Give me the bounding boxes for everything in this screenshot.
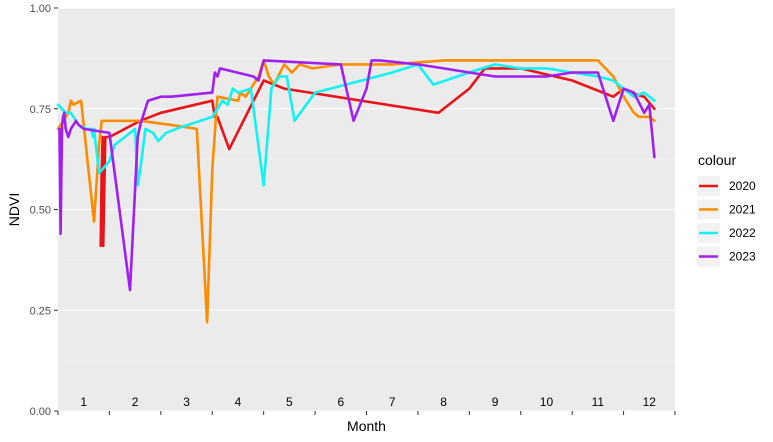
x-axis-title: Month	[347, 418, 386, 434]
series-line-2020	[99, 67, 656, 248]
month-labels: 1 2 3 4 5 6 7 8 9 10 11 12	[80, 395, 656, 409]
month-label: 3	[183, 395, 190, 409]
legend-label-2022: 2022	[729, 226, 756, 240]
legend-label-2020: 2020	[729, 179, 756, 193]
y-tick-label: 0.50	[30, 205, 51, 217]
legend-label-2023: 2023	[729, 250, 756, 264]
series-line-2023	[58, 59, 656, 292]
month-label: 8	[440, 395, 447, 409]
y-tick-label: 1.00	[30, 3, 51, 15]
month-label: 11	[592, 395, 605, 409]
month-label: 10	[540, 395, 554, 409]
series-lines	[56, 59, 656, 324]
month-label: 12	[643, 395, 657, 409]
month-label: 9	[492, 395, 499, 409]
legend: colour 2020 2021 2022 2023	[697, 152, 756, 267]
y-tick-label: 0.00	[30, 406, 51, 418]
y-tick-label: 0.25	[30, 305, 51, 317]
grid-lines	[58, 7, 675, 412]
series-line-2022	[56, 63, 656, 187]
legend-label-2021: 2021	[729, 203, 756, 217]
month-label: 1	[80, 395, 87, 409]
month-label: 2	[132, 395, 139, 409]
y-axis-title: NDVI	[6, 193, 22, 226]
month-label: 7	[389, 395, 396, 409]
axes: 0.00 0.25 0.50 0.75 1.00	[30, 3, 676, 418]
month-label: 6	[337, 395, 344, 409]
legend-title: colour	[698, 152, 736, 168]
month-label: 5	[286, 395, 293, 409]
y-tick-label: 0.75	[30, 104, 51, 116]
month-label: 4	[235, 395, 242, 409]
